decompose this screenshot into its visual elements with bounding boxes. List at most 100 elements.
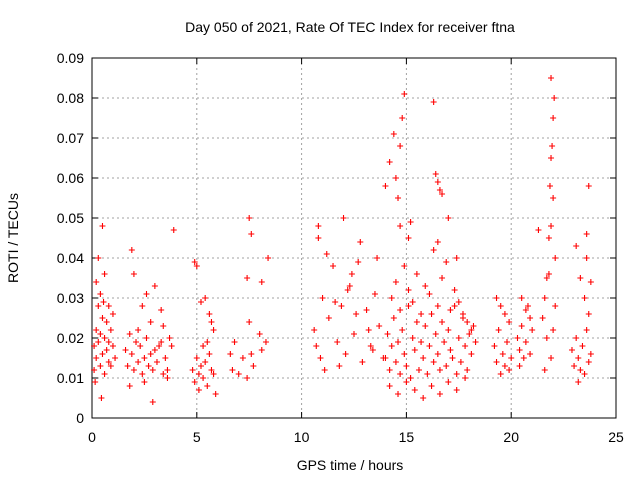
data-point xyxy=(126,383,133,389)
data-point xyxy=(376,323,383,329)
data-point xyxy=(158,339,165,345)
data-point xyxy=(166,335,173,341)
data-point xyxy=(426,343,433,349)
data-point xyxy=(443,259,450,265)
data-point xyxy=(527,315,534,321)
data-point xyxy=(405,303,412,309)
data-point xyxy=(462,343,469,349)
data-point xyxy=(151,283,158,289)
data-point xyxy=(325,315,332,321)
data-point xyxy=(397,143,404,149)
data-point xyxy=(455,335,462,341)
data-point xyxy=(403,379,410,385)
data-point xyxy=(313,343,320,349)
data-point xyxy=(200,343,207,349)
data-point xyxy=(124,363,131,369)
data-point xyxy=(189,367,196,373)
data-point xyxy=(130,367,137,373)
data-point xyxy=(581,295,588,301)
data-point xyxy=(206,351,213,357)
data-point xyxy=(334,339,341,345)
data-point xyxy=(105,359,112,365)
data-point xyxy=(447,307,454,313)
data-point xyxy=(342,351,349,357)
data-point xyxy=(158,307,165,313)
data-point xyxy=(160,323,167,329)
data-point xyxy=(520,355,527,361)
data-point xyxy=(457,359,464,365)
data-point xyxy=(212,391,219,397)
data-point xyxy=(101,335,108,341)
data-point xyxy=(472,339,479,345)
data-point xyxy=(504,339,511,345)
data-point xyxy=(386,367,393,373)
data-point xyxy=(449,355,456,361)
data-point xyxy=(351,331,357,337)
data-point xyxy=(506,367,513,373)
y-tick-label: 0.04 xyxy=(57,250,84,266)
data-point xyxy=(434,351,441,357)
data-point xyxy=(210,371,217,377)
data-point xyxy=(434,239,441,245)
data-point xyxy=(413,319,420,325)
data-point xyxy=(439,319,446,325)
data-point xyxy=(451,303,458,309)
data-point xyxy=(353,311,360,317)
data-point xyxy=(445,215,452,221)
data-point xyxy=(541,295,548,301)
data-point xyxy=(552,255,559,261)
data-point xyxy=(411,387,418,393)
data-point xyxy=(374,255,381,261)
data-point xyxy=(99,315,106,321)
data-point xyxy=(95,303,102,309)
x-axis-label: GPS time / hours xyxy=(297,457,404,473)
data-point xyxy=(367,343,374,349)
axis-ticks: 0 0.01 0.02 0.03 0.04 0.05 0.06 0.07 0.08 0.09 0 5 1… xyxy=(57,50,624,445)
data-point xyxy=(401,263,408,269)
data-point xyxy=(583,327,590,333)
y-tick-label: 0.06 xyxy=(57,170,84,186)
y-tick-label: 0.05 xyxy=(57,210,84,226)
data-point xyxy=(518,323,525,329)
data-point xyxy=(493,295,500,301)
data-point xyxy=(541,367,548,373)
data-point xyxy=(395,391,402,397)
data-point xyxy=(235,371,242,377)
data-point xyxy=(147,351,154,357)
data-point xyxy=(441,339,448,345)
data-point xyxy=(491,343,498,349)
data-point xyxy=(501,363,508,369)
data-point xyxy=(546,183,553,189)
y-tick-label: 0.08 xyxy=(57,90,84,106)
data-point xyxy=(397,371,404,377)
data-point xyxy=(428,383,435,389)
data-point xyxy=(321,367,328,373)
data-point xyxy=(388,343,395,349)
y-tick-label: 0.09 xyxy=(57,50,84,66)
data-point xyxy=(365,327,372,333)
data-point xyxy=(516,347,523,353)
data-point xyxy=(420,355,427,361)
data-point xyxy=(439,275,446,281)
data-point xyxy=(193,355,200,361)
data-point xyxy=(346,283,353,289)
data-point xyxy=(95,339,102,345)
data-point xyxy=(229,367,236,373)
data-point xyxy=(447,347,454,353)
data-point xyxy=(195,371,202,377)
y-tick-label: 0 xyxy=(76,410,84,426)
data-point xyxy=(527,351,534,357)
data-point xyxy=(539,315,546,321)
data-point xyxy=(151,347,158,353)
data-point xyxy=(258,347,265,353)
data-point xyxy=(445,327,452,333)
data-point xyxy=(497,303,504,309)
data-point xyxy=(501,311,508,317)
data-point xyxy=(195,387,202,393)
data-point xyxy=(392,359,399,365)
data-point xyxy=(107,363,114,369)
data-point xyxy=(363,307,370,313)
x-tick-label: 5 xyxy=(193,429,201,445)
data-point xyxy=(141,355,148,361)
data-point xyxy=(518,295,525,301)
